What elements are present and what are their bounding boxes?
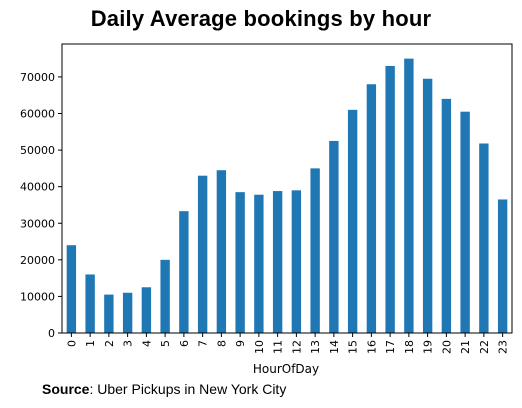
source-text: : Uber Pickups in New York City	[89, 381, 287, 397]
x-tick-label: 8	[215, 340, 228, 347]
bar-hour-1	[85, 274, 95, 333]
bar-hour-17	[385, 65, 395, 333]
bar-hour-13	[310, 168, 320, 333]
bar-hour-19	[422, 78, 433, 333]
x-tick-label: 0	[65, 340, 78, 347]
bar-hour-14	[329, 140, 339, 333]
x-tick-label: 4	[140, 340, 153, 347]
x-axis-label: HourOfDay	[253, 362, 319, 376]
y-tick-label: 70000	[20, 71, 55, 84]
x-tick-label: 21	[459, 340, 472, 354]
x-tick-label: 5	[159, 340, 172, 347]
bar-hour-5	[160, 259, 170, 333]
x-tick-label: 14	[328, 340, 341, 354]
y-tick-label: 10000	[20, 290, 55, 303]
x-tick-label: 18	[403, 340, 416, 354]
x-tick-label: 6	[178, 340, 191, 347]
x-tick-label: 17	[384, 340, 397, 354]
x-tick-label: 20	[440, 340, 453, 354]
y-tick-label: 60000	[20, 108, 55, 121]
x-tick-label: 11	[272, 340, 285, 354]
y-tick-label: 30000	[20, 217, 55, 230]
x-tick-label: 1	[84, 340, 97, 347]
bar-hour-22	[479, 143, 489, 333]
x-tick-label: 22	[478, 340, 491, 354]
bar-hour-23	[497, 199, 508, 333]
bar-hour-4	[141, 287, 152, 333]
x-tick-label: 2	[103, 340, 116, 347]
chart-title: Daily Average bookings by hour	[90, 6, 432, 31]
source-note: Source: Uber Pickups in New York City	[42, 381, 286, 397]
bar-hour-7	[197, 175, 208, 333]
bar-hour-9	[235, 192, 245, 333]
x-tick-label: 10	[253, 340, 266, 354]
x-tick-label: 3	[122, 340, 135, 347]
y-tick-label: 20000	[20, 254, 55, 267]
bar-hour-18	[404, 58, 414, 333]
x-tick-label: 13	[309, 340, 322, 354]
x-tick-label: 15	[347, 340, 360, 354]
bar-hour-10	[254, 194, 264, 333]
x-tick-label: 7	[197, 340, 210, 347]
x-tick-label: 19	[422, 340, 435, 354]
bar-hour-12	[291, 190, 302, 333]
bar-hour-11	[272, 191, 283, 333]
x-tick-label: 23	[497, 340, 510, 354]
x-tick-label: 9	[234, 340, 247, 347]
source-label: Source	[42, 381, 90, 397]
y-tick-label: 0	[48, 327, 55, 340]
y-tick-label: 40000	[20, 181, 55, 194]
bar-hour-21	[460, 111, 470, 334]
bar-hour-16	[366, 84, 377, 334]
x-tick-label: 12	[290, 340, 303, 354]
bar-hour-2	[104, 294, 114, 333]
bar-hour-15	[347, 109, 358, 333]
bar-hour-8	[216, 170, 227, 333]
bar-hour-20	[441, 98, 452, 334]
y-tick-label: 50000	[20, 144, 55, 157]
plot-frame	[61, 43, 513, 334]
x-tick-label: 16	[365, 340, 378, 354]
bar-hour-3	[122, 292, 133, 333]
bar-hour-6	[179, 211, 189, 333]
bar-hour-0	[66, 245, 77, 333]
